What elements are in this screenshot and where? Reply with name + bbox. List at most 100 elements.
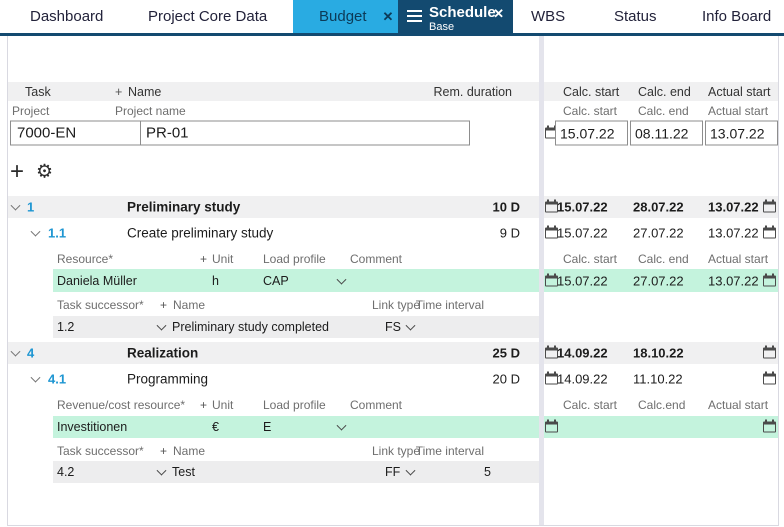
add-column-icon[interactable]: + bbox=[115, 84, 123, 99]
task-id: 1.1 bbox=[48, 225, 67, 241]
project-calc-end-input[interactable]: 08.11.22 bbox=[630, 120, 703, 146]
calendar-icon[interactable] bbox=[545, 371, 558, 385]
add-successor-icon[interactable]: + bbox=[160, 297, 168, 312]
chevron-down-icon[interactable] bbox=[336, 420, 347, 431]
resource-actual-start: 13.07.22 bbox=[708, 273, 759, 288]
task-actual-start: 13.07.22 bbox=[708, 225, 759, 241]
tab-schedule-close-icon[interactable]: ✕ bbox=[493, 6, 504, 21]
gear-icon[interactable]: ⚙ bbox=[36, 161, 54, 183]
add-resource-icon[interactable]: + bbox=[200, 251, 208, 266]
successor-name: Preliminary study completed bbox=[172, 320, 330, 334]
calendar-icon[interactable] bbox=[763, 273, 776, 286]
add-task-icon[interactable]: + bbox=[10, 158, 25, 185]
tab-wbs[interactable]: WBS bbox=[531, 0, 565, 33]
calendar-icon[interactable] bbox=[545, 225, 558, 239]
col-task-label: Task bbox=[25, 84, 51, 99]
tabbar-underline bbox=[0, 33, 784, 36]
left-column-header: Task + Name Rem. duration bbox=[8, 82, 539, 101]
calendar-icon[interactable] bbox=[763, 199, 776, 213]
comment-label: Comment bbox=[350, 251, 403, 266]
tab-project-core-data[interactable]: Project Core Data bbox=[148, 0, 267, 33]
calendar-icon[interactable] bbox=[763, 419, 776, 433]
task-calc-start: 14.09.22 bbox=[557, 371, 608, 387]
successor-time-interval: 5 bbox=[484, 465, 491, 479]
project-calc-start-input[interactable]: 15.07.22 bbox=[555, 120, 628, 146]
link-type-label: Link type bbox=[372, 443, 421, 458]
task-row[interactable]: 4.1 Programming 20 D bbox=[8, 368, 539, 390]
resource-unit: € bbox=[212, 420, 219, 434]
calendar-icon[interactable] bbox=[545, 419, 558, 433]
resource-calc-end: 27.07.22 bbox=[633, 273, 684, 288]
tab-dashboard[interactable]: Dashboard bbox=[30, 0, 103, 33]
link-type-label: Link type bbox=[372, 297, 421, 312]
successor-name: Test bbox=[172, 465, 195, 479]
actual-start-label: Actual start bbox=[708, 397, 769, 412]
tab-wbs-label: WBS bbox=[531, 8, 566, 25]
resource-header-row: Resource* + Unit Load profile Comment bbox=[53, 250, 539, 267]
successor-row[interactable]: 1.2 Preliminary study completed FS bbox=[53, 316, 539, 338]
right-column-header: Calc. start Calc. end Actual start bbox=[544, 82, 778, 101]
tab-info-board[interactable]: Info Board bbox=[702, 0, 771, 33]
calendar-icon[interactable] bbox=[545, 345, 558, 359]
tab-schedule-label: Schedule bbox=[429, 4, 496, 21]
chevron-down-icon[interactable] bbox=[156, 465, 167, 476]
col-calc-start-label: Calc. start bbox=[563, 84, 620, 99]
resource-load-profile: CAP bbox=[263, 273, 289, 288]
resource-row[interactable]: Investitionen € E bbox=[53, 416, 539, 438]
chevron-down-icon[interactable] bbox=[30, 372, 41, 383]
resource-row[interactable]: Daniela Müller h CAP bbox=[53, 269, 539, 292]
menu-icon[interactable] bbox=[407, 10, 422, 25]
project-actual-start-input[interactable]: 13.07.22 bbox=[705, 120, 778, 146]
chevron-down-icon[interactable] bbox=[30, 226, 41, 237]
chevron-down-icon[interactable] bbox=[156, 320, 167, 331]
panel-splitter[interactable] bbox=[539, 36, 544, 525]
task-duration: 10 D bbox=[492, 199, 520, 215]
project-id-input[interactable]: 7000-EN bbox=[11, 121, 141, 145]
task-toolbar: + ⚙ bbox=[8, 158, 539, 186]
chevron-down-icon[interactable] bbox=[405, 320, 416, 331]
tab-status-label: Status bbox=[614, 8, 657, 25]
calendar-icon[interactable] bbox=[763, 371, 776, 385]
add-successor-icon[interactable]: + bbox=[160, 443, 168, 458]
chevron-down-icon[interactable] bbox=[10, 346, 21, 357]
chevron-down-icon[interactable] bbox=[336, 274, 347, 285]
calendar-icon[interactable] bbox=[763, 225, 776, 239]
task-successor-label: Task successor* bbox=[57, 297, 144, 312]
task-calc-start: 15.07.22 bbox=[557, 199, 608, 215]
task-duration: 9 D bbox=[499, 225, 520, 241]
task-id: 4 bbox=[27, 345, 35, 361]
tab-budget[interactable]: Budget ✕ bbox=[293, 0, 398, 33]
project-name-input[interactable]: PR-01 bbox=[146, 124, 189, 142]
resource-name: Investitionen bbox=[57, 420, 128, 434]
tab-budget-label: Budget bbox=[319, 8, 367, 25]
resource-calc-start: 15.07.22 bbox=[557, 273, 608, 288]
calendar-icon[interactable] bbox=[545, 273, 558, 286]
project-dates-label-row: Calc. start Calc. end Actual start bbox=[544, 101, 778, 120]
task-row[interactable]: 1.1 Create preliminary study 9 D bbox=[8, 222, 539, 244]
revenue-cost-resource-label: Revenue/cost resource* bbox=[57, 397, 186, 412]
calendar-icon[interactable] bbox=[763, 345, 776, 359]
task-row[interactable]: 1 Preliminary study 10 D bbox=[8, 196, 539, 218]
project-name-label: Project name bbox=[115, 103, 186, 118]
resource-load-profile: E bbox=[263, 420, 272, 434]
calendar-icon[interactable] bbox=[545, 199, 558, 213]
task-dates-row: 15.07.22 27.07.22 13.07.22 bbox=[544, 222, 778, 244]
tab-status[interactable]: Status bbox=[614, 0, 657, 33]
chevron-down-icon[interactable] bbox=[405, 465, 416, 476]
calc-start-label: Calc. start bbox=[563, 397, 618, 412]
task-successor-label: Task successor* bbox=[57, 443, 144, 458]
project-label-row: Project Project name bbox=[8, 101, 539, 120]
task-duration: 25 D bbox=[492, 345, 520, 361]
tab-budget-close-icon[interactable]: ✕ bbox=[382, 8, 394, 24]
task-calc-start: 14.09.22 bbox=[557, 345, 608, 361]
add-resource-icon[interactable]: + bbox=[200, 397, 208, 412]
successor-link-type: FS bbox=[385, 320, 401, 334]
tab-schedule[interactable]: Schedule ✕ Base bbox=[398, 0, 513, 36]
col-actual-start-label: Actual start bbox=[708, 84, 771, 99]
chevron-down-icon[interactable] bbox=[10, 200, 21, 211]
project-input-row: 7000-EN PR-01 bbox=[8, 120, 539, 146]
tab-info-board-label: Info Board bbox=[702, 8, 772, 25]
task-row[interactable]: 4 Realization 25 D bbox=[8, 342, 539, 364]
task-calc-start: 15.07.22 bbox=[557, 225, 608, 241]
successor-row[interactable]: 4.2 Test FF 5 bbox=[53, 461, 539, 483]
